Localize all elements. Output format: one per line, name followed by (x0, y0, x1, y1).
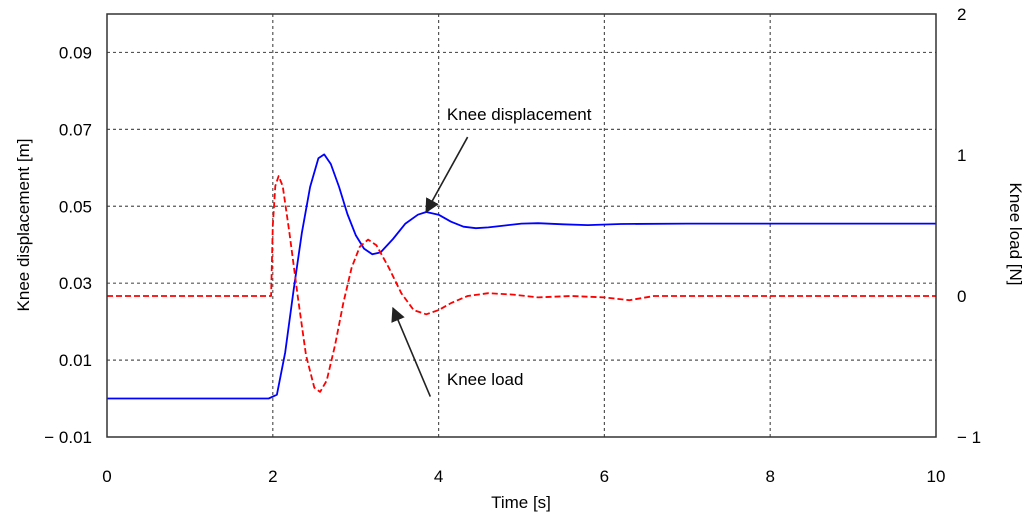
y-left-tick-label: 0.05 (59, 197, 92, 216)
grid (107, 14, 936, 437)
y-right-tick-label: 1 (957, 146, 966, 165)
annotation-label: Knee load (447, 370, 524, 389)
y-left-tick-label: 0.09 (59, 43, 92, 62)
x-axis-title: Time [s] (491, 493, 551, 512)
x-tick-label: 10 (927, 467, 946, 486)
tick-labels: 0 2 4 6 8 10 − 0.01 0.01 0.03 0.05 0.07 0.09 − 1 0 1 2 (44, 5, 981, 486)
x-tick-label: 6 (600, 467, 609, 486)
annotation-label: Knee displacement (447, 105, 592, 124)
y-axis-left-title: Knee displacement [m] (14, 139, 33, 312)
x-tick-label: 0 (102, 467, 111, 486)
annotation-arrow (425, 136, 469, 214)
y-left-tick-label: 0.03 (59, 274, 92, 293)
series-group (107, 153, 936, 400)
y-right-tick-label: 2 (957, 5, 966, 24)
plot-frame (106, 13, 937, 438)
y-right-tick-label: 0 (957, 287, 966, 306)
annotations: Knee displacement Knee load (391, 105, 592, 397)
knee-displacement-line (107, 153, 936, 400)
y-left-tick-label: 0.07 (59, 120, 92, 139)
knee-load-line (107, 175, 936, 393)
y-right-tick-label: − 1 (957, 428, 981, 447)
y-axis-right-title: Knee load [N] (1006, 182, 1025, 285)
y-left-tick-label: 0.01 (59, 351, 92, 370)
x-tick-label: 8 (765, 467, 774, 486)
x-tick-label: 2 (268, 467, 277, 486)
annotation-arrow (391, 306, 432, 397)
x-tick-label: 4 (434, 467, 443, 486)
y-left-tick-label: − 0.01 (44, 428, 92, 447)
